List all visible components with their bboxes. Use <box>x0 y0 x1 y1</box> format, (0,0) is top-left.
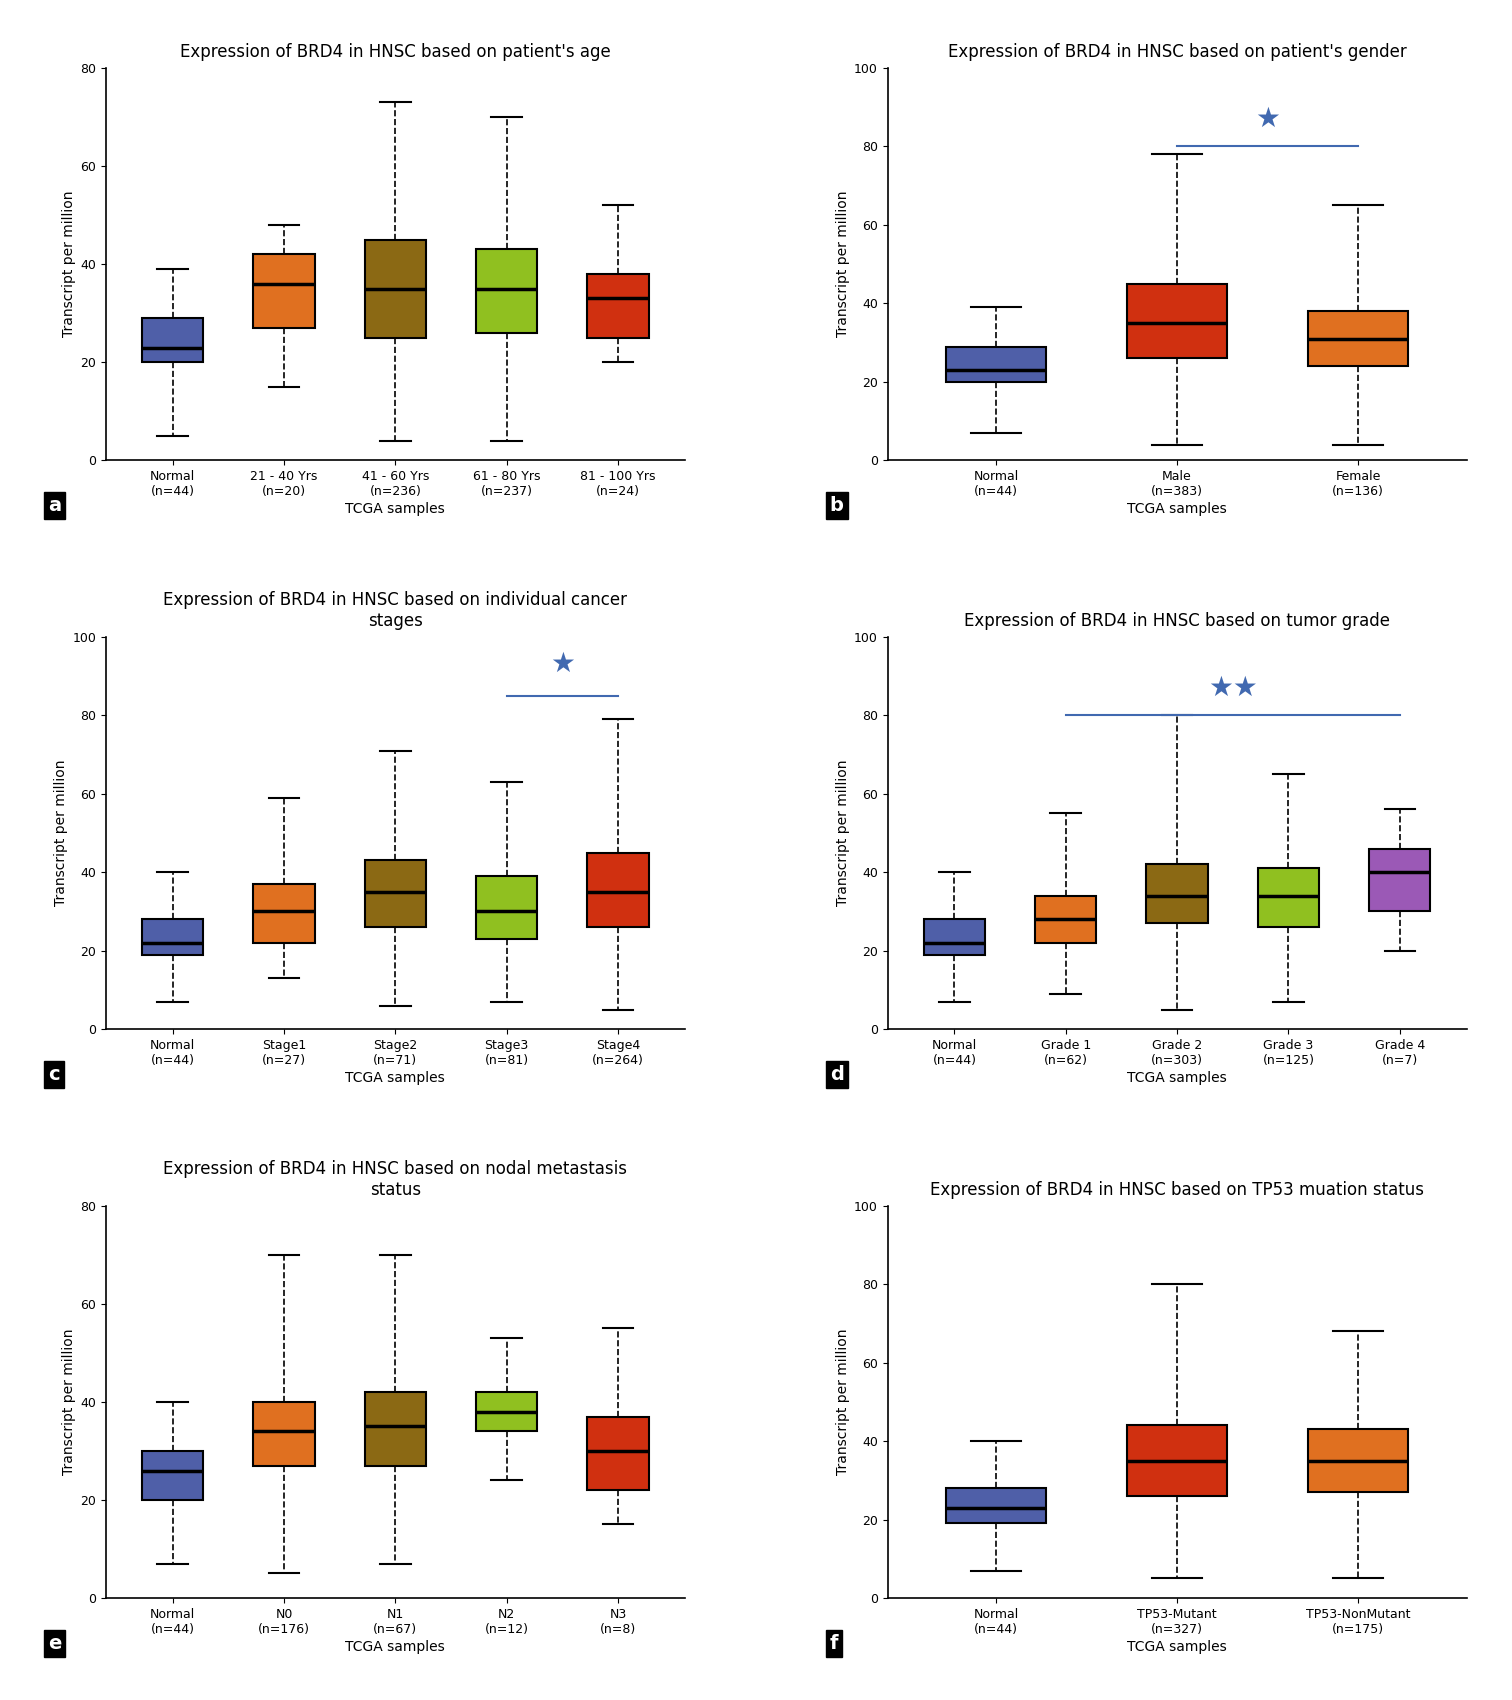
PathPatch shape <box>1308 311 1408 365</box>
Title: Expression of BRD4 in HNSC based on patient's age: Expression of BRD4 in HNSC based on pati… <box>180 42 611 61</box>
Text: ★★: ★★ <box>1208 673 1258 702</box>
Y-axis label: Transcript per million: Transcript per million <box>836 760 850 906</box>
PathPatch shape <box>476 876 537 938</box>
PathPatch shape <box>588 853 649 926</box>
PathPatch shape <box>254 1402 314 1465</box>
PathPatch shape <box>947 347 1046 382</box>
Y-axis label: Transcript per million: Transcript per million <box>54 760 68 906</box>
PathPatch shape <box>254 884 314 944</box>
PathPatch shape <box>588 274 649 338</box>
PathPatch shape <box>588 1416 649 1491</box>
PathPatch shape <box>364 240 426 338</box>
PathPatch shape <box>1128 284 1226 359</box>
Text: d: d <box>830 1066 844 1085</box>
PathPatch shape <box>142 920 203 955</box>
X-axis label: TCGA samples: TCGA samples <box>1128 502 1226 517</box>
Title: Expression of BRD4 in HNSC based on individual cancer
stages: Expression of BRD4 in HNSC based on indi… <box>163 592 627 629</box>
Y-axis label: Transcript per million: Transcript per million <box>836 190 850 337</box>
X-axis label: TCGA samples: TCGA samples <box>1128 1071 1226 1085</box>
X-axis label: TCGA samples: TCGA samples <box>346 502 445 517</box>
PathPatch shape <box>142 318 203 362</box>
Text: a: a <box>48 496 60 515</box>
Text: e: e <box>48 1634 62 1652</box>
Title: Expression of BRD4 in HNSC based on TP53 muation status: Expression of BRD4 in HNSC based on TP53… <box>930 1180 1424 1198</box>
Y-axis label: Transcript per million: Transcript per million <box>62 1329 76 1476</box>
Y-axis label: Transcript per million: Transcript per million <box>62 190 76 337</box>
Text: c: c <box>48 1066 59 1085</box>
PathPatch shape <box>476 250 537 333</box>
PathPatch shape <box>1370 848 1430 911</box>
Title: Expression of BRD4 in HNSC based on tumor grade: Expression of BRD4 in HNSC based on tumo… <box>965 612 1390 629</box>
X-axis label: TCGA samples: TCGA samples <box>1128 1640 1226 1654</box>
X-axis label: TCGA samples: TCGA samples <box>346 1640 445 1654</box>
Text: f: f <box>830 1634 838 1652</box>
Title: Expression of BRD4 in HNSC based on nodal metastasis
status: Expression of BRD4 in HNSC based on noda… <box>163 1159 627 1198</box>
PathPatch shape <box>364 860 426 927</box>
Y-axis label: Transcript per million: Transcript per million <box>836 1329 850 1476</box>
PathPatch shape <box>924 920 984 955</box>
Text: ★: ★ <box>1255 105 1281 133</box>
PathPatch shape <box>1146 864 1208 923</box>
PathPatch shape <box>476 1392 537 1431</box>
X-axis label: TCGA samples: TCGA samples <box>346 1071 445 1085</box>
Title: Expression of BRD4 in HNSC based on patient's gender: Expression of BRD4 in HNSC based on pati… <box>948 42 1406 61</box>
PathPatch shape <box>1036 896 1096 944</box>
PathPatch shape <box>1258 869 1318 927</box>
PathPatch shape <box>142 1450 203 1499</box>
Text: b: b <box>830 496 844 515</box>
PathPatch shape <box>364 1392 426 1465</box>
PathPatch shape <box>1308 1430 1408 1493</box>
PathPatch shape <box>947 1488 1046 1523</box>
PathPatch shape <box>254 255 314 328</box>
PathPatch shape <box>1128 1425 1226 1496</box>
Text: ★: ★ <box>550 651 575 678</box>
